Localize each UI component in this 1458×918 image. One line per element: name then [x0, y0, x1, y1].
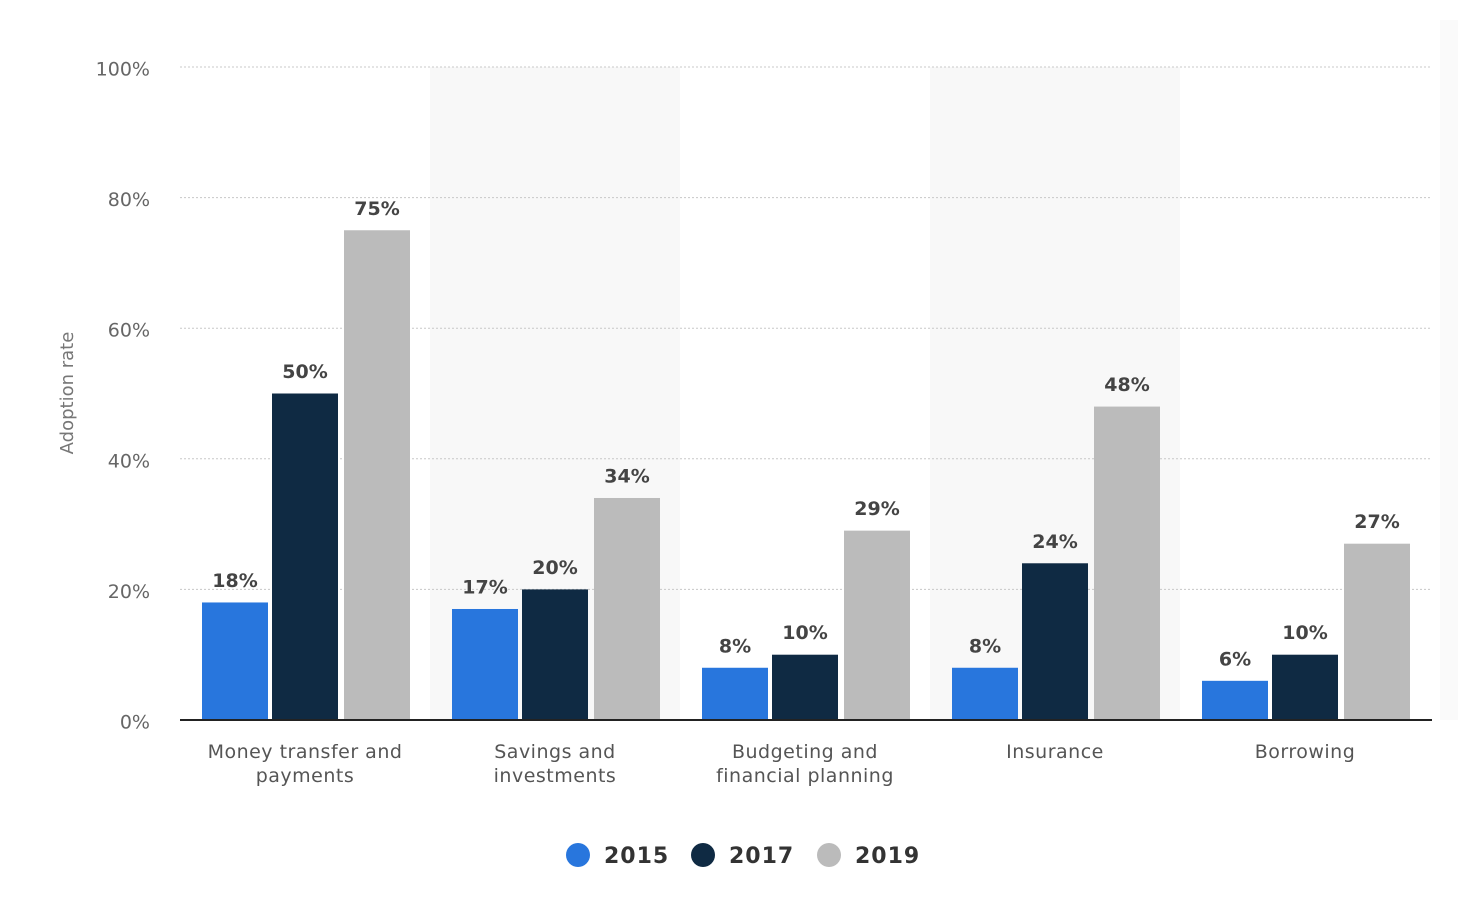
- y-axis-label: Adoption rate: [57, 332, 78, 455]
- x-tick-label: Borrowing: [1254, 741, 1356, 763]
- bar: [522, 589, 588, 720]
- bar: [952, 667, 1018, 720]
- bar: [452, 608, 518, 720]
- data-label: 8%: [969, 635, 1001, 657]
- data-label: 24%: [1032, 531, 1077, 553]
- bar: [1022, 563, 1088, 720]
- bar: [272, 393, 338, 720]
- data-label: 17%: [462, 576, 507, 598]
- bar: [1094, 406, 1160, 720]
- data-label: 50%: [282, 361, 327, 383]
- data-label: 20%: [532, 557, 577, 579]
- legend-swatch: [817, 843, 841, 867]
- y-tick-label: 100%: [96, 59, 150, 81]
- data-label: 18%: [212, 570, 257, 592]
- bar: [594, 497, 660, 720]
- y-tick-label: 60%: [108, 320, 150, 342]
- x-tick-label: Savings and investments: [493, 741, 617, 787]
- legend-swatch: [691, 843, 715, 867]
- legend-swatch: [566, 843, 590, 867]
- data-label: 10%: [782, 622, 827, 644]
- bar: [1272, 654, 1338, 720]
- bar: [202, 602, 268, 720]
- y-tick-label: 0%: [120, 712, 150, 734]
- data-label: 6%: [1219, 648, 1251, 670]
- bar: [844, 530, 910, 720]
- x-tick-label: Budgeting and financial planning: [716, 741, 894, 787]
- x-tick-label: Money transfer and payments: [207, 741, 403, 787]
- y-tick-label: 20%: [108, 581, 150, 603]
- legend-label: 2019: [855, 844, 920, 869]
- data-label: 34%: [604, 465, 649, 487]
- x-tick-label: Insurance: [1006, 741, 1104, 763]
- legend-label: 2015: [604, 844, 669, 869]
- data-label: 48%: [1104, 374, 1149, 396]
- data-label: 8%: [719, 635, 751, 657]
- data-label: 10%: [1282, 622, 1327, 644]
- y-tick-label: 80%: [108, 189, 150, 211]
- right-strip: [1440, 20, 1458, 720]
- legend-label: 2017: [729, 844, 794, 869]
- bar: [1202, 680, 1268, 720]
- bar: [1344, 543, 1410, 720]
- bar: [702, 667, 768, 720]
- y-tick-label: 40%: [108, 450, 150, 472]
- bar: [772, 654, 838, 720]
- data-label: 27%: [1354, 511, 1399, 533]
- data-label: 29%: [854, 498, 899, 520]
- data-label: 75%: [354, 198, 399, 220]
- bar: [344, 230, 410, 720]
